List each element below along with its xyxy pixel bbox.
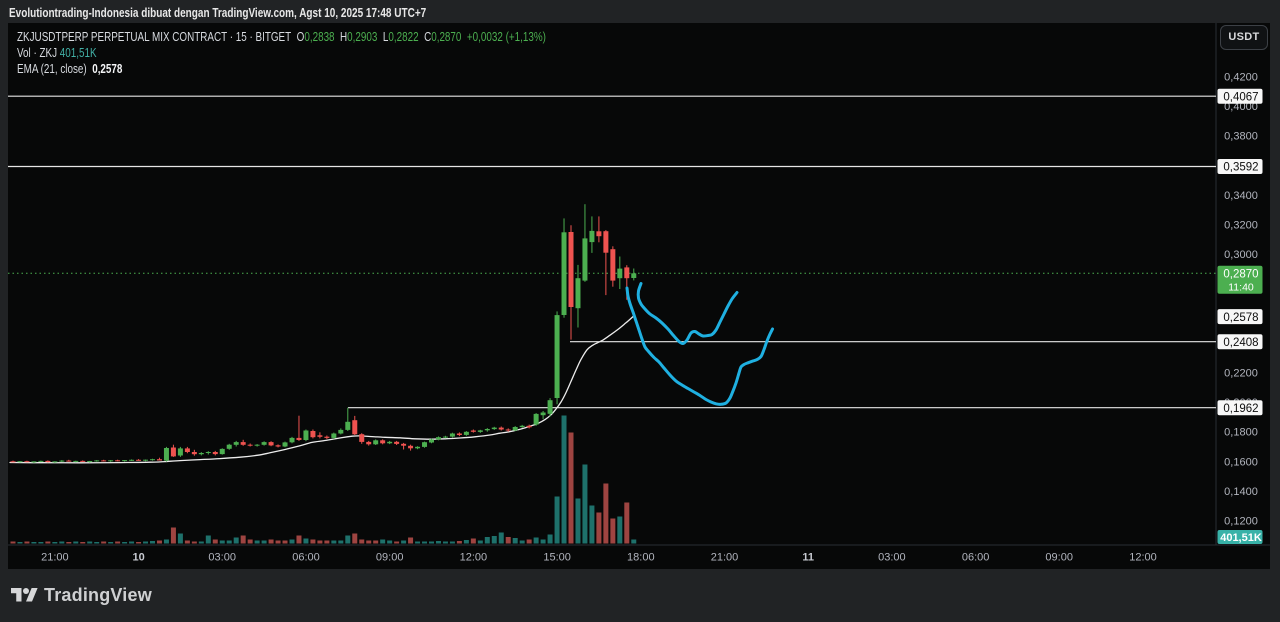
svg-text:0,3800: 0,3800 bbox=[1224, 131, 1258, 143]
svg-text:06:00: 06:00 bbox=[292, 552, 320, 564]
svg-text:0,1600: 0,1600 bbox=[1224, 456, 1258, 468]
svg-text:0,4067: 0,4067 bbox=[1223, 91, 1258, 103]
svg-text:0,2578: 0,2578 bbox=[1223, 312, 1258, 324]
svg-text:0,3000: 0,3000 bbox=[1224, 249, 1258, 261]
svg-text:03:00: 03:00 bbox=[878, 552, 906, 564]
svg-text:09:00: 09:00 bbox=[1045, 552, 1073, 564]
svg-text:11:40: 11:40 bbox=[1228, 282, 1254, 294]
svg-text:0,3400: 0,3400 bbox=[1224, 190, 1258, 202]
svg-text:11: 11 bbox=[802, 552, 814, 564]
svg-text:21:00: 21:00 bbox=[711, 552, 739, 564]
svg-text:0,1800: 0,1800 bbox=[1224, 427, 1258, 439]
svg-text:06:00: 06:00 bbox=[962, 552, 990, 564]
svg-text:0,1400: 0,1400 bbox=[1224, 486, 1258, 498]
svg-text:21:00: 21:00 bbox=[41, 552, 69, 564]
svg-text:15:00: 15:00 bbox=[543, 552, 571, 564]
svg-text:09:00: 09:00 bbox=[376, 552, 404, 564]
svg-text:401,51K: 401,51K bbox=[1220, 532, 1262, 544]
svg-text:0,3200: 0,3200 bbox=[1224, 220, 1258, 232]
svg-text:0,1200: 0,1200 bbox=[1224, 516, 1258, 528]
svg-text:12:00: 12:00 bbox=[460, 552, 488, 564]
svg-text:0,4200: 0,4200 bbox=[1224, 72, 1258, 84]
svg-text:0,2200: 0,2200 bbox=[1224, 368, 1258, 380]
svg-text:12:00: 12:00 bbox=[1129, 552, 1157, 564]
svg-text:18:00: 18:00 bbox=[627, 552, 655, 564]
svg-text:0,3592: 0,3592 bbox=[1223, 162, 1258, 174]
svg-text:10: 10 bbox=[132, 552, 144, 564]
svg-text:03:00: 03:00 bbox=[208, 552, 236, 564]
svg-text:0,1962: 0,1962 bbox=[1223, 403, 1258, 415]
svg-text:0,4000: 0,4000 bbox=[1224, 101, 1258, 113]
svg-text:0,2870: 0,2870 bbox=[1223, 269, 1258, 281]
svg-text:0,2408: 0,2408 bbox=[1223, 337, 1258, 349]
